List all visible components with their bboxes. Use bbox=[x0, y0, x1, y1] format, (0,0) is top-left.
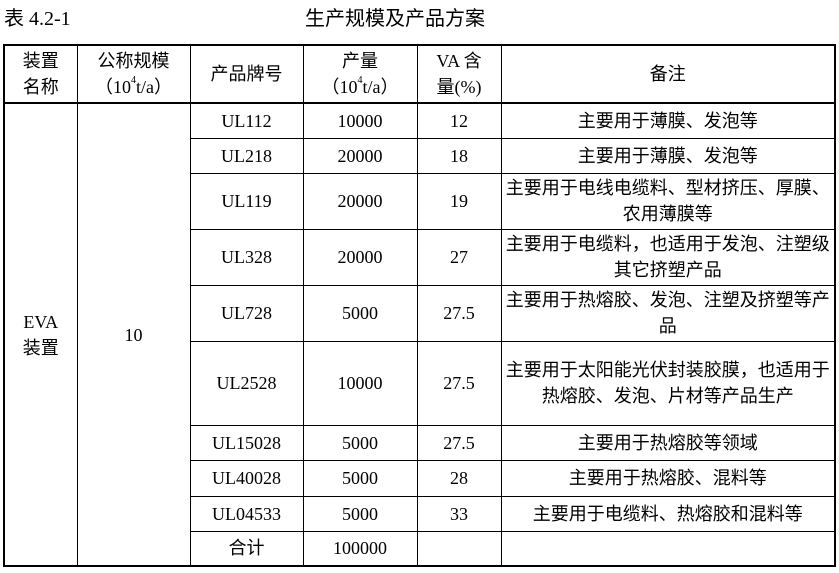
header-brand: 产品牌号 bbox=[189, 44, 304, 104]
total-row: 合计 100000 bbox=[4, 530, 836, 567]
total-label: 合计 bbox=[189, 530, 304, 567]
note-cell: 主要用于薄膜、发泡等 bbox=[500, 137, 836, 174]
brand-cell: UL2528 bbox=[189, 340, 304, 426]
table-row: UL2528 10000 27.5 主要用于太阳能光伏封装胶膜，也适用于热熔胶、发泡、… bbox=[4, 340, 836, 426]
header-va: VA 含量(%) bbox=[416, 44, 502, 104]
output-cell: 5000 bbox=[302, 459, 418, 497]
total-note bbox=[500, 530, 836, 567]
output-cell: 5000 bbox=[302, 284, 418, 342]
table-row: UL728 5000 27.5 主要用于热熔胶、发泡、注塑及挤塑等产品 bbox=[4, 284, 836, 342]
va-cell: 19 bbox=[416, 172, 502, 230]
brand-cell: UL15028 bbox=[189, 424, 304, 461]
output-cell: 5000 bbox=[302, 424, 418, 461]
table-row: EVA 装置 10 UL112 10000 12 主要用于薄膜、发泡等 bbox=[3, 102, 836, 567]
product-table: 装置 名称 公称规模 （104t/a） 产品牌号 产量 （104t/a） VA 含量(… bbox=[3, 44, 836, 567]
brand-cell: UL112 bbox=[189, 102, 304, 139]
brand-cell: UL328 bbox=[189, 228, 304, 286]
total-va bbox=[416, 530, 502, 567]
note-cell: 主要用于电线电缆料、型材挤压、厚膜、农用薄膜等 bbox=[500, 172, 836, 230]
brand-cell: UL119 bbox=[189, 172, 304, 230]
note-cell: 主要用于太阳能光伏封装胶膜，也适用于热熔胶、发泡、片材等产品生产 bbox=[500, 340, 836, 426]
nominal-scale: 10 bbox=[76, 102, 191, 567]
va-cell: 27.5 bbox=[416, 424, 502, 461]
va-cell: 12 bbox=[416, 102, 502, 139]
brand-cell: UL40028 bbox=[189, 459, 304, 497]
total-output: 100000 bbox=[302, 530, 418, 567]
note-cell: 主要用于电缆料，也适用于发泡、注塑级其它挤塑产品 bbox=[500, 228, 836, 286]
note-cell: 主要用于电缆料、热熔胶和混料等 bbox=[500, 495, 836, 532]
brand-cell: UL218 bbox=[189, 137, 304, 174]
brand-cell: UL04533 bbox=[189, 495, 304, 532]
table-row: UL15028 5000 27.5 主要用于热熔胶等领域 bbox=[4, 424, 836, 461]
va-cell: 18 bbox=[416, 137, 502, 174]
output-cell: 5000 bbox=[302, 495, 418, 532]
output-cell: 20000 bbox=[302, 228, 418, 286]
header-row: 装置 名称 公称规模 （104t/a） 产品牌号 产量 （104t/a） VA 含量(… bbox=[3, 44, 836, 104]
va-cell: 27.5 bbox=[416, 284, 502, 342]
table-number: 表 4.2-1 bbox=[4, 8, 71, 30]
va-cell: 28 bbox=[416, 459, 502, 497]
note-cell: 主要用于热熔胶、发泡、注塑及挤塑等产品 bbox=[500, 284, 836, 342]
table-row: UL218 20000 18 主要用于薄膜、发泡等 bbox=[4, 137, 836, 174]
header-device: 装置 名称 bbox=[3, 44, 78, 104]
output-cell: 20000 bbox=[302, 137, 418, 174]
output-cell: 20000 bbox=[302, 172, 418, 230]
note-cell: 主要用于热熔胶、混料等 bbox=[500, 459, 836, 497]
table-row: UL119 20000 19 主要用于电线电缆料、型材挤压、厚膜、农用薄膜等 bbox=[4, 172, 836, 230]
brand-cell: UL728 bbox=[189, 284, 304, 342]
table-row: UL04533 5000 33 主要用于电缆料、热熔胶和混料等 bbox=[4, 495, 836, 532]
output-cell: 10000 bbox=[302, 102, 418, 139]
output-cell: 10000 bbox=[302, 340, 418, 426]
table-row: UL40028 5000 28 主要用于热熔胶、混料等 bbox=[4, 459, 836, 497]
va-cell: 33 bbox=[416, 495, 502, 532]
header-output: 产量 （104t/a） bbox=[302, 44, 418, 104]
note-cell: 主要用于薄膜、发泡等 bbox=[500, 102, 836, 139]
header-scale: 公称规模 （104t/a） bbox=[76, 44, 191, 104]
table-title: 生产规模及产品方案 bbox=[305, 8, 485, 30]
device-name: EVA 装置 bbox=[3, 102, 78, 567]
note-cell: 主要用于热熔胶等领域 bbox=[500, 424, 836, 461]
header-note: 备注 bbox=[500, 44, 836, 104]
va-cell: 27.5 bbox=[416, 340, 502, 426]
va-cell: 27 bbox=[416, 228, 502, 286]
table-row: UL328 20000 27 主要用于电缆料，也适用于发泡、注塑级其它挤塑产品 bbox=[4, 228, 836, 286]
